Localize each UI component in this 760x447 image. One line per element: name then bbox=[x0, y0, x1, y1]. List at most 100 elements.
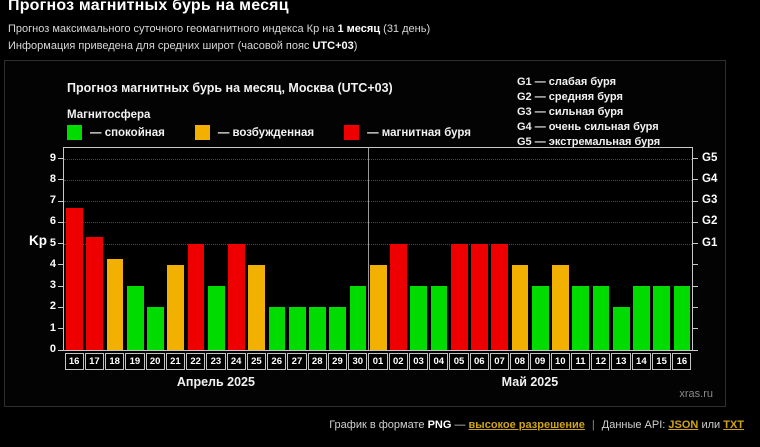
day-label-29: 29 bbox=[327, 353, 348, 370]
g-scale-legend: G1 — слабая буря G2 — средняя буря G3 — си… bbox=[517, 75, 660, 150]
y-axis-title: Kp bbox=[29, 233, 47, 248]
gridline-kp9 bbox=[64, 158, 692, 160]
footer-png-label: PNG bbox=[427, 419, 452, 431]
watermark: xras.ru bbox=[679, 388, 713, 400]
plot-area: 0 1 2 3 4 5 6 7 8 9 G1 G2 G3 G4 G5 16 17 18 19 20 21 22 23 24 25… bbox=[50, 147, 717, 389]
page-footer: График в формате PNG — высокое разрешени… bbox=[329, 419, 744, 431]
y-tick-right-9 bbox=[693, 158, 698, 160]
day-label-30: 30 bbox=[348, 353, 368, 370]
g-legend-line-4: G4 — очень сильная буря bbox=[517, 121, 659, 133]
day-label-14: 14 bbox=[631, 353, 651, 370]
bar-day-23 bbox=[207, 286, 225, 350]
api-label: Данные API: bbox=[601, 419, 666, 431]
y-tick-label-8: 8 bbox=[49, 172, 56, 185]
day-label-23: 23 bbox=[206, 353, 226, 370]
day-label-22: 22 bbox=[186, 353, 206, 370]
chart-title: Прогноз магнитных бурь на месяц, Москва … bbox=[67, 81, 393, 95]
bar-day-19 bbox=[126, 286, 144, 350]
x-axis-day-labels: 16 17 18 19 20 21 22 23 24 25 26 27 28 29 30 01 02 03 04 05… bbox=[64, 353, 692, 370]
y-tick-label-9: 9 bbox=[49, 151, 56, 164]
chart-panel: Прогноз магнитных бурь на месяц, Москва … bbox=[4, 60, 726, 407]
hires-link[interactable]: высокое разрешение bbox=[468, 419, 585, 431]
y-tick-3 bbox=[58, 285, 63, 287]
bar-day-14 bbox=[633, 286, 650, 350]
json-link[interactable]: JSON bbox=[668, 419, 699, 431]
day-label-27: 27 bbox=[287, 353, 307, 370]
bar-day-12 bbox=[592, 286, 610, 350]
bar-day-16 bbox=[66, 207, 83, 350]
footer-text: График в формате bbox=[329, 419, 428, 431]
page-title: Прогноз магнитных бурь на месяц bbox=[8, 0, 289, 14]
y-tick-right-7 bbox=[693, 200, 698, 202]
chart-legend: — спокойная — возбужденная — магнитная бур… bbox=[67, 125, 493, 140]
day-label-26: 26 bbox=[267, 353, 287, 370]
txt-link[interactable]: TXT bbox=[723, 419, 744, 431]
gridline-kp8 bbox=[64, 179, 692, 181]
day-label-12: 12 bbox=[591, 353, 611, 370]
excited-legend-swatch bbox=[194, 125, 210, 140]
day-label-25: 25 bbox=[246, 353, 267, 370]
storm-legend-swatch bbox=[344, 125, 360, 140]
bar-day-06 bbox=[471, 243, 488, 350]
g-tick-label-g4: G4 bbox=[702, 172, 718, 185]
y-tick-5 bbox=[58, 243, 63, 245]
storm-legend-label: — магнитная буря bbox=[367, 126, 471, 139]
day-label-21: 21 bbox=[165, 353, 186, 370]
y-tick-right-0 bbox=[693, 349, 698, 351]
y-tick-right-8 bbox=[693, 179, 698, 181]
bar-day-17 bbox=[86, 237, 103, 350]
day-label-09: 09 bbox=[530, 353, 550, 370]
gridline-kp7 bbox=[64, 201, 692, 203]
day-label-11: 11 bbox=[570, 353, 591, 370]
y-tick-1 bbox=[58, 328, 63, 330]
y-tick-7 bbox=[58, 200, 63, 202]
y-tick-right-2 bbox=[693, 306, 698, 308]
bar-day-28 bbox=[309, 307, 326, 350]
y-tick-label-7: 7 bbox=[49, 194, 56, 207]
bar-day-30 bbox=[349, 286, 367, 350]
quiet-legend-swatch bbox=[67, 125, 82, 140]
day-label-01: 01 bbox=[368, 353, 388, 370]
bar-day-24 bbox=[228, 243, 245, 350]
quiet-legend-label: — спокойная bbox=[90, 126, 165, 139]
day-label-07: 07 bbox=[489, 353, 510, 370]
y-tick-label-3: 3 bbox=[49, 279, 56, 292]
day-label-10: 10 bbox=[550, 353, 570, 370]
y-tick-0 bbox=[58, 349, 63, 351]
g-tick-label-g2: G2 bbox=[702, 215, 718, 228]
y-tick-2 bbox=[58, 306, 63, 308]
bar-day-15 bbox=[653, 286, 671, 350]
y-tick-right-5 bbox=[693, 243, 698, 245]
y-tick-label-1: 1 bbox=[49, 321, 56, 334]
y-tick-right-4 bbox=[693, 264, 698, 266]
bar-day-22 bbox=[187, 243, 205, 350]
bar-day-04 bbox=[430, 286, 448, 350]
bar-day-21 bbox=[167, 264, 185, 350]
day-label-04: 04 bbox=[429, 353, 449, 370]
y-tick-label-4: 4 bbox=[49, 257, 56, 270]
y-tick-right-1 bbox=[693, 328, 698, 330]
y-tick-right-6 bbox=[693, 221, 698, 223]
g-tick-label-g1: G1 bbox=[702, 236, 718, 249]
y-tick-8 bbox=[58, 179, 63, 181]
day-label-05: 05 bbox=[449, 353, 469, 370]
bar-day-03 bbox=[410, 286, 428, 350]
g-legend-line-3: G3 — сильная буря bbox=[517, 106, 624, 118]
bar-day-13 bbox=[612, 307, 630, 350]
or-label: или bbox=[701, 419, 721, 431]
day-label-16: 16 bbox=[64, 353, 84, 370]
bar-day-16 bbox=[673, 286, 691, 350]
day-label-03: 03 bbox=[408, 353, 429, 370]
bar-day-05 bbox=[450, 243, 468, 350]
month-separator bbox=[367, 148, 369, 350]
bar-day-29 bbox=[329, 307, 347, 350]
excited-legend-label: — возбужденная bbox=[217, 126, 315, 139]
bar-day-10 bbox=[552, 264, 569, 350]
page-header: Прогноз магнитных бурь на месяц Прогноз … bbox=[8, 0, 430, 54]
day-label-13: 13 bbox=[611, 353, 631, 370]
bar-day-18 bbox=[106, 258, 124, 350]
day-label-06: 06 bbox=[469, 353, 489, 370]
subtitle-line-1: Прогноз максимального суточного геомагни… bbox=[8, 23, 431, 35]
bar-day-07 bbox=[491, 243, 509, 350]
y-tick-label-6: 6 bbox=[49, 215, 56, 228]
